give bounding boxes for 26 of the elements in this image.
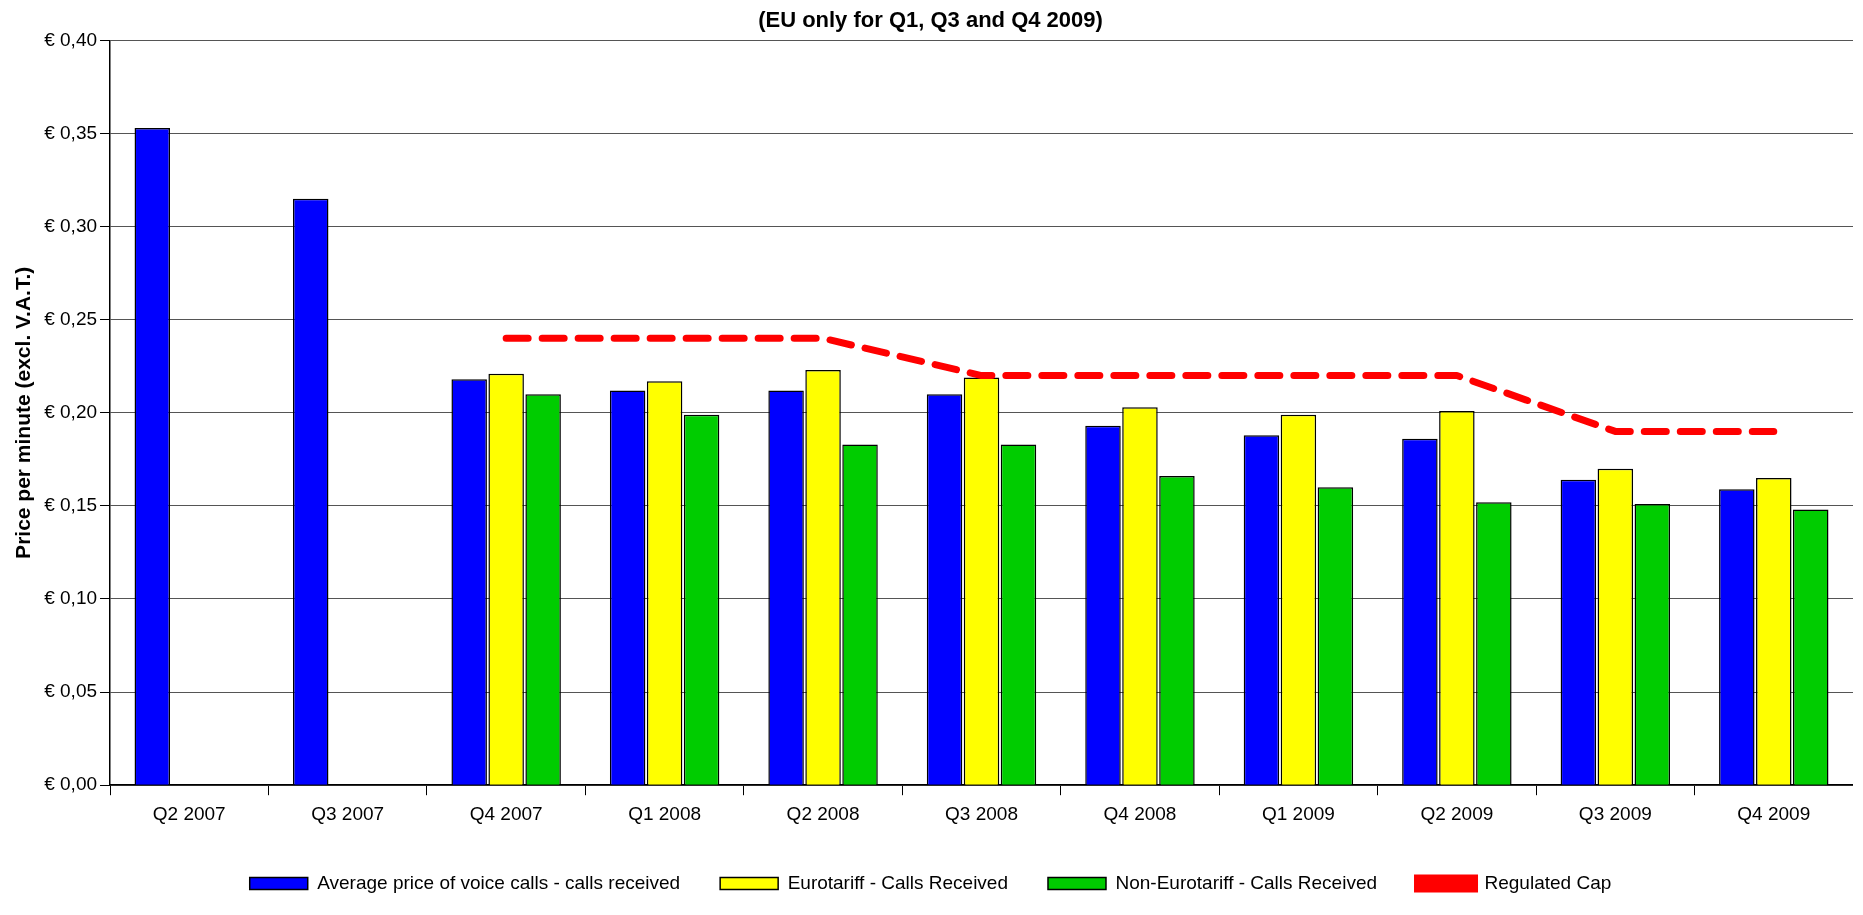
x-tick-label: Q4 2009 <box>1737 802 1811 824</box>
legend-label: Average price of voice calls - calls received <box>317 871 681 893</box>
x-tick-label: Q3 2008 <box>945 802 1018 824</box>
x-tick-label: Q1 2009 <box>1261 802 1335 824</box>
y-tick-label: € 0,30 <box>44 214 98 236</box>
y-tick-label: € 0,10 <box>44 587 98 609</box>
y-axis-title: Price per minute (excl. V.A.T.) <box>11 266 35 559</box>
legend-label: Eurotariff - Calls Received <box>787 871 1008 893</box>
x-tick-label: Q3 2009 <box>1578 802 1652 824</box>
legend-label: Non-Eurotariff - Calls Received <box>1115 871 1378 893</box>
y-tick-label: € 0,35 <box>44 121 98 143</box>
chart-title: (EU only for Q1, Q3 and Q4 2009) <box>758 7 1103 33</box>
y-tick-label: € 0,05 <box>44 680 98 702</box>
y-tick-label: € 0,20 <box>44 401 98 423</box>
y-tick-label: € 0,25 <box>44 307 98 329</box>
x-tick-label: Q4 2007 <box>469 802 543 824</box>
y-tick-label: € 0,15 <box>44 494 98 516</box>
x-tick-label: Q2 2009 <box>1420 802 1494 824</box>
y-tick-label: € 0,40 <box>44 28 98 50</box>
x-tick-label: Q3 2007 <box>311 802 385 824</box>
x-tick-label: Q4 2008 <box>1103 802 1177 824</box>
x-tick-label: Q1 2008 <box>628 802 702 824</box>
legend-label: Regulated Cap <box>1484 871 1612 893</box>
x-tick-label: Q2 2007 <box>152 802 226 824</box>
y-tick-label: € 0,00 <box>44 773 98 795</box>
x-tick-label: Q2 2008 <box>786 802 860 824</box>
